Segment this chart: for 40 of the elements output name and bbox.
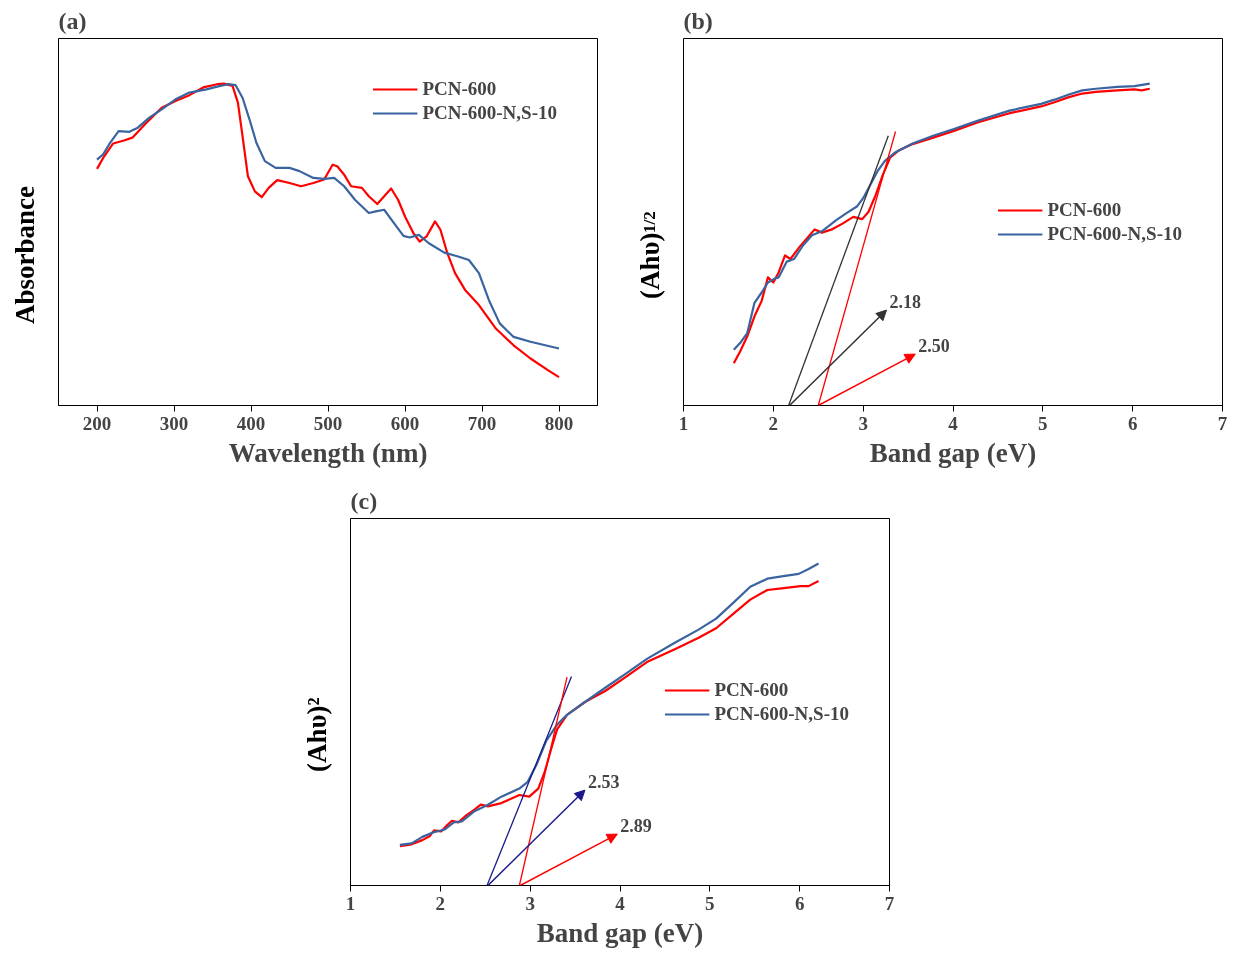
y-axis-title: (Ahυ)² bbox=[300, 696, 333, 775]
legend-label: PCN-600-N,S-10 bbox=[714, 702, 849, 725]
x-tick-label: 6 bbox=[794, 892, 805, 914]
y-axis-title: (Ahυ)1/2 bbox=[633, 209, 666, 302]
x-tick-label: 2 bbox=[435, 892, 446, 914]
y-axis-title: Absorbance bbox=[8, 185, 41, 326]
x-tick-label: 6 bbox=[1127, 412, 1138, 434]
x-tick-label: 5 bbox=[1038, 412, 1048, 434]
x-tick-label: 200 bbox=[82, 412, 112, 434]
annotation: 2.18 bbox=[889, 292, 922, 313]
x-tick-label: 2 bbox=[768, 412, 779, 434]
x-tick-label: 300 bbox=[159, 412, 189, 434]
x-tick-label: 4 bbox=[615, 892, 626, 914]
annotation: 2.89 bbox=[620, 816, 652, 837]
legend-label: PCN-600 bbox=[1047, 198, 1122, 221]
x-tick-label: 1 bbox=[345, 892, 356, 914]
x-tick-label: 800 bbox=[544, 412, 574, 434]
legend-label: PCN-600-N,S-10 bbox=[1047, 222, 1182, 245]
x-tick-label: 700 bbox=[467, 412, 497, 434]
legend-label: PCN-600 bbox=[422, 78, 497, 100]
x-tick-label: 1 bbox=[678, 412, 689, 434]
x-tick-label: 400 bbox=[236, 412, 266, 434]
legend-label: PCN-600 bbox=[714, 678, 789, 701]
chart-title: (a) bbox=[58, 7, 87, 34]
legend-label: PCN-600-N,S-10 bbox=[422, 102, 557, 124]
annotation: 2.50 bbox=[918, 336, 950, 357]
x-axis-title: Wavelength (nm) bbox=[228, 437, 428, 468]
chart-title: (b) bbox=[683, 7, 713, 34]
annotation: 2.53 bbox=[587, 772, 620, 793]
x-tick-label: 3 bbox=[525, 892, 535, 914]
x-tick-label: 500 bbox=[313, 412, 343, 434]
x-tick-label: 7 bbox=[884, 892, 895, 914]
x-axis-title: Band gap (eV) bbox=[536, 917, 704, 948]
x-axis-title: Band gap (eV) bbox=[869, 437, 1037, 468]
x-tick-label: 3 bbox=[858, 412, 868, 434]
x-tick-label: 4 bbox=[948, 412, 959, 434]
x-tick-label: 7 bbox=[1217, 412, 1228, 434]
x-tick-label: 600 bbox=[390, 412, 420, 434]
chart-title: (c) bbox=[350, 487, 378, 514]
x-tick-label: 5 bbox=[705, 892, 715, 914]
